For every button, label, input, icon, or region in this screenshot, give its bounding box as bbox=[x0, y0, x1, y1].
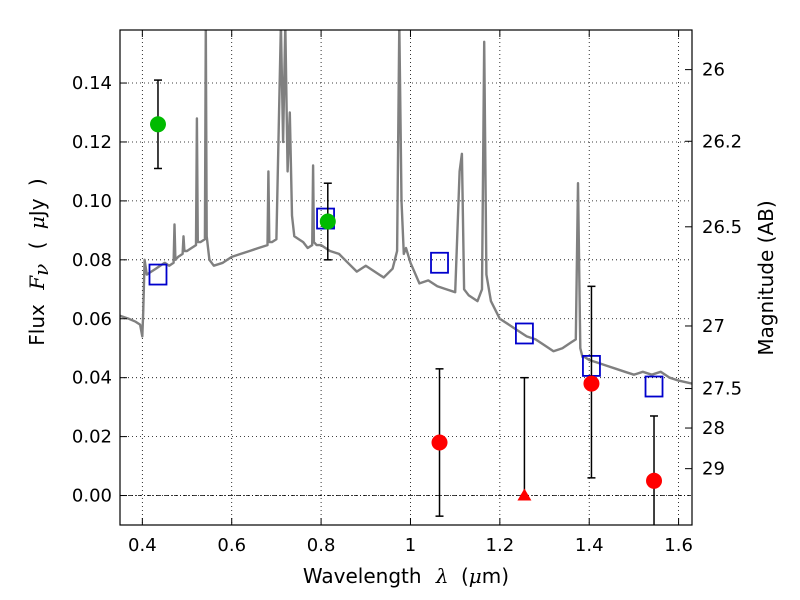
x-tick-label: 1.2 bbox=[486, 535, 515, 556]
plot-frame bbox=[119, 29, 693, 526]
y-axis-label: Flux Fν ( μJy ) bbox=[25, 178, 53, 345]
y-tick-label: 0.00 bbox=[72, 486, 112, 507]
x-axis-label-unit: m) bbox=[482, 564, 509, 588]
y-tick-label: 0.08 bbox=[72, 250, 112, 271]
x-tick-label: 0.8 bbox=[307, 535, 336, 556]
x-tick-label: 0.6 bbox=[217, 535, 246, 556]
y-tick-label: 0.04 bbox=[72, 368, 112, 389]
y2-tick-label: 28 bbox=[702, 418, 725, 439]
x-axis-label: Wavelength λ (μm) bbox=[303, 564, 509, 588]
data-point-circle bbox=[583, 375, 600, 392]
y-tick-label: 0.06 bbox=[72, 309, 112, 330]
data-point-circle bbox=[319, 213, 336, 230]
x-tick-label: 1.4 bbox=[575, 535, 604, 556]
y2-tick-label: 27.5 bbox=[702, 379, 742, 400]
axes-frame bbox=[119, 29, 693, 526]
y-tick-label: 0.12 bbox=[72, 132, 112, 153]
tick-marks: 0.4 0.6 0.8 1 1.2 1.4 1.6 0.00 0.02 0.04 0.06 0.08 0… bbox=[72, 30, 742, 556]
y2-tick-label: 26 bbox=[702, 60, 725, 81]
x-axis-label-open: ( bbox=[461, 564, 469, 588]
x-tick-label: 0.4 bbox=[128, 535, 157, 556]
y-axis-label-unit: Jy bbox=[25, 198, 49, 218]
data-point-circle bbox=[431, 434, 448, 451]
y2-tick-label: 29 bbox=[702, 459, 725, 480]
model-photometry-square bbox=[430, 251, 449, 274]
y-axis-label-close: ) bbox=[25, 178, 49, 186]
x-tick-label: 1.6 bbox=[664, 535, 693, 556]
model-photometry-square bbox=[148, 263, 168, 286]
y2-tick-label: 26.5 bbox=[702, 217, 742, 238]
data-layer bbox=[120, 30, 692, 525]
y-axis-label-sub: ν bbox=[29, 264, 53, 276]
x-tick-label: 1 bbox=[405, 535, 416, 556]
y2-tick-label: 27 bbox=[702, 316, 725, 337]
data-point-circle bbox=[646, 472, 663, 489]
y2-tick-label: 26.2 bbox=[702, 131, 742, 152]
y-tick-label: 0.14 bbox=[72, 73, 112, 94]
y-tick-label: 0.10 bbox=[72, 191, 112, 212]
y-tick-label: 0.02 bbox=[72, 427, 112, 448]
data-point-circle bbox=[149, 116, 166, 133]
model-photometry-square bbox=[644, 375, 664, 398]
y-axis-label-text: Flux bbox=[25, 304, 49, 346]
upper-limit-triangle bbox=[517, 488, 532, 501]
model-photometry-square bbox=[515, 322, 534, 345]
spectrum-line bbox=[120, 30, 692, 385]
y2-axis-label: Magnitude (AB) bbox=[754, 200, 778, 355]
x-axis-label-text: Wavelength bbox=[303, 564, 422, 588]
y-axis-label-open: ( bbox=[25, 242, 49, 250]
y-axis-label-symbol: F bbox=[25, 275, 49, 291]
y-axis-label-mu: μ bbox=[25, 216, 49, 229]
x-axis-label-symbol: λ bbox=[435, 564, 449, 588]
x-axis-label-mu: μ bbox=[469, 564, 482, 588]
